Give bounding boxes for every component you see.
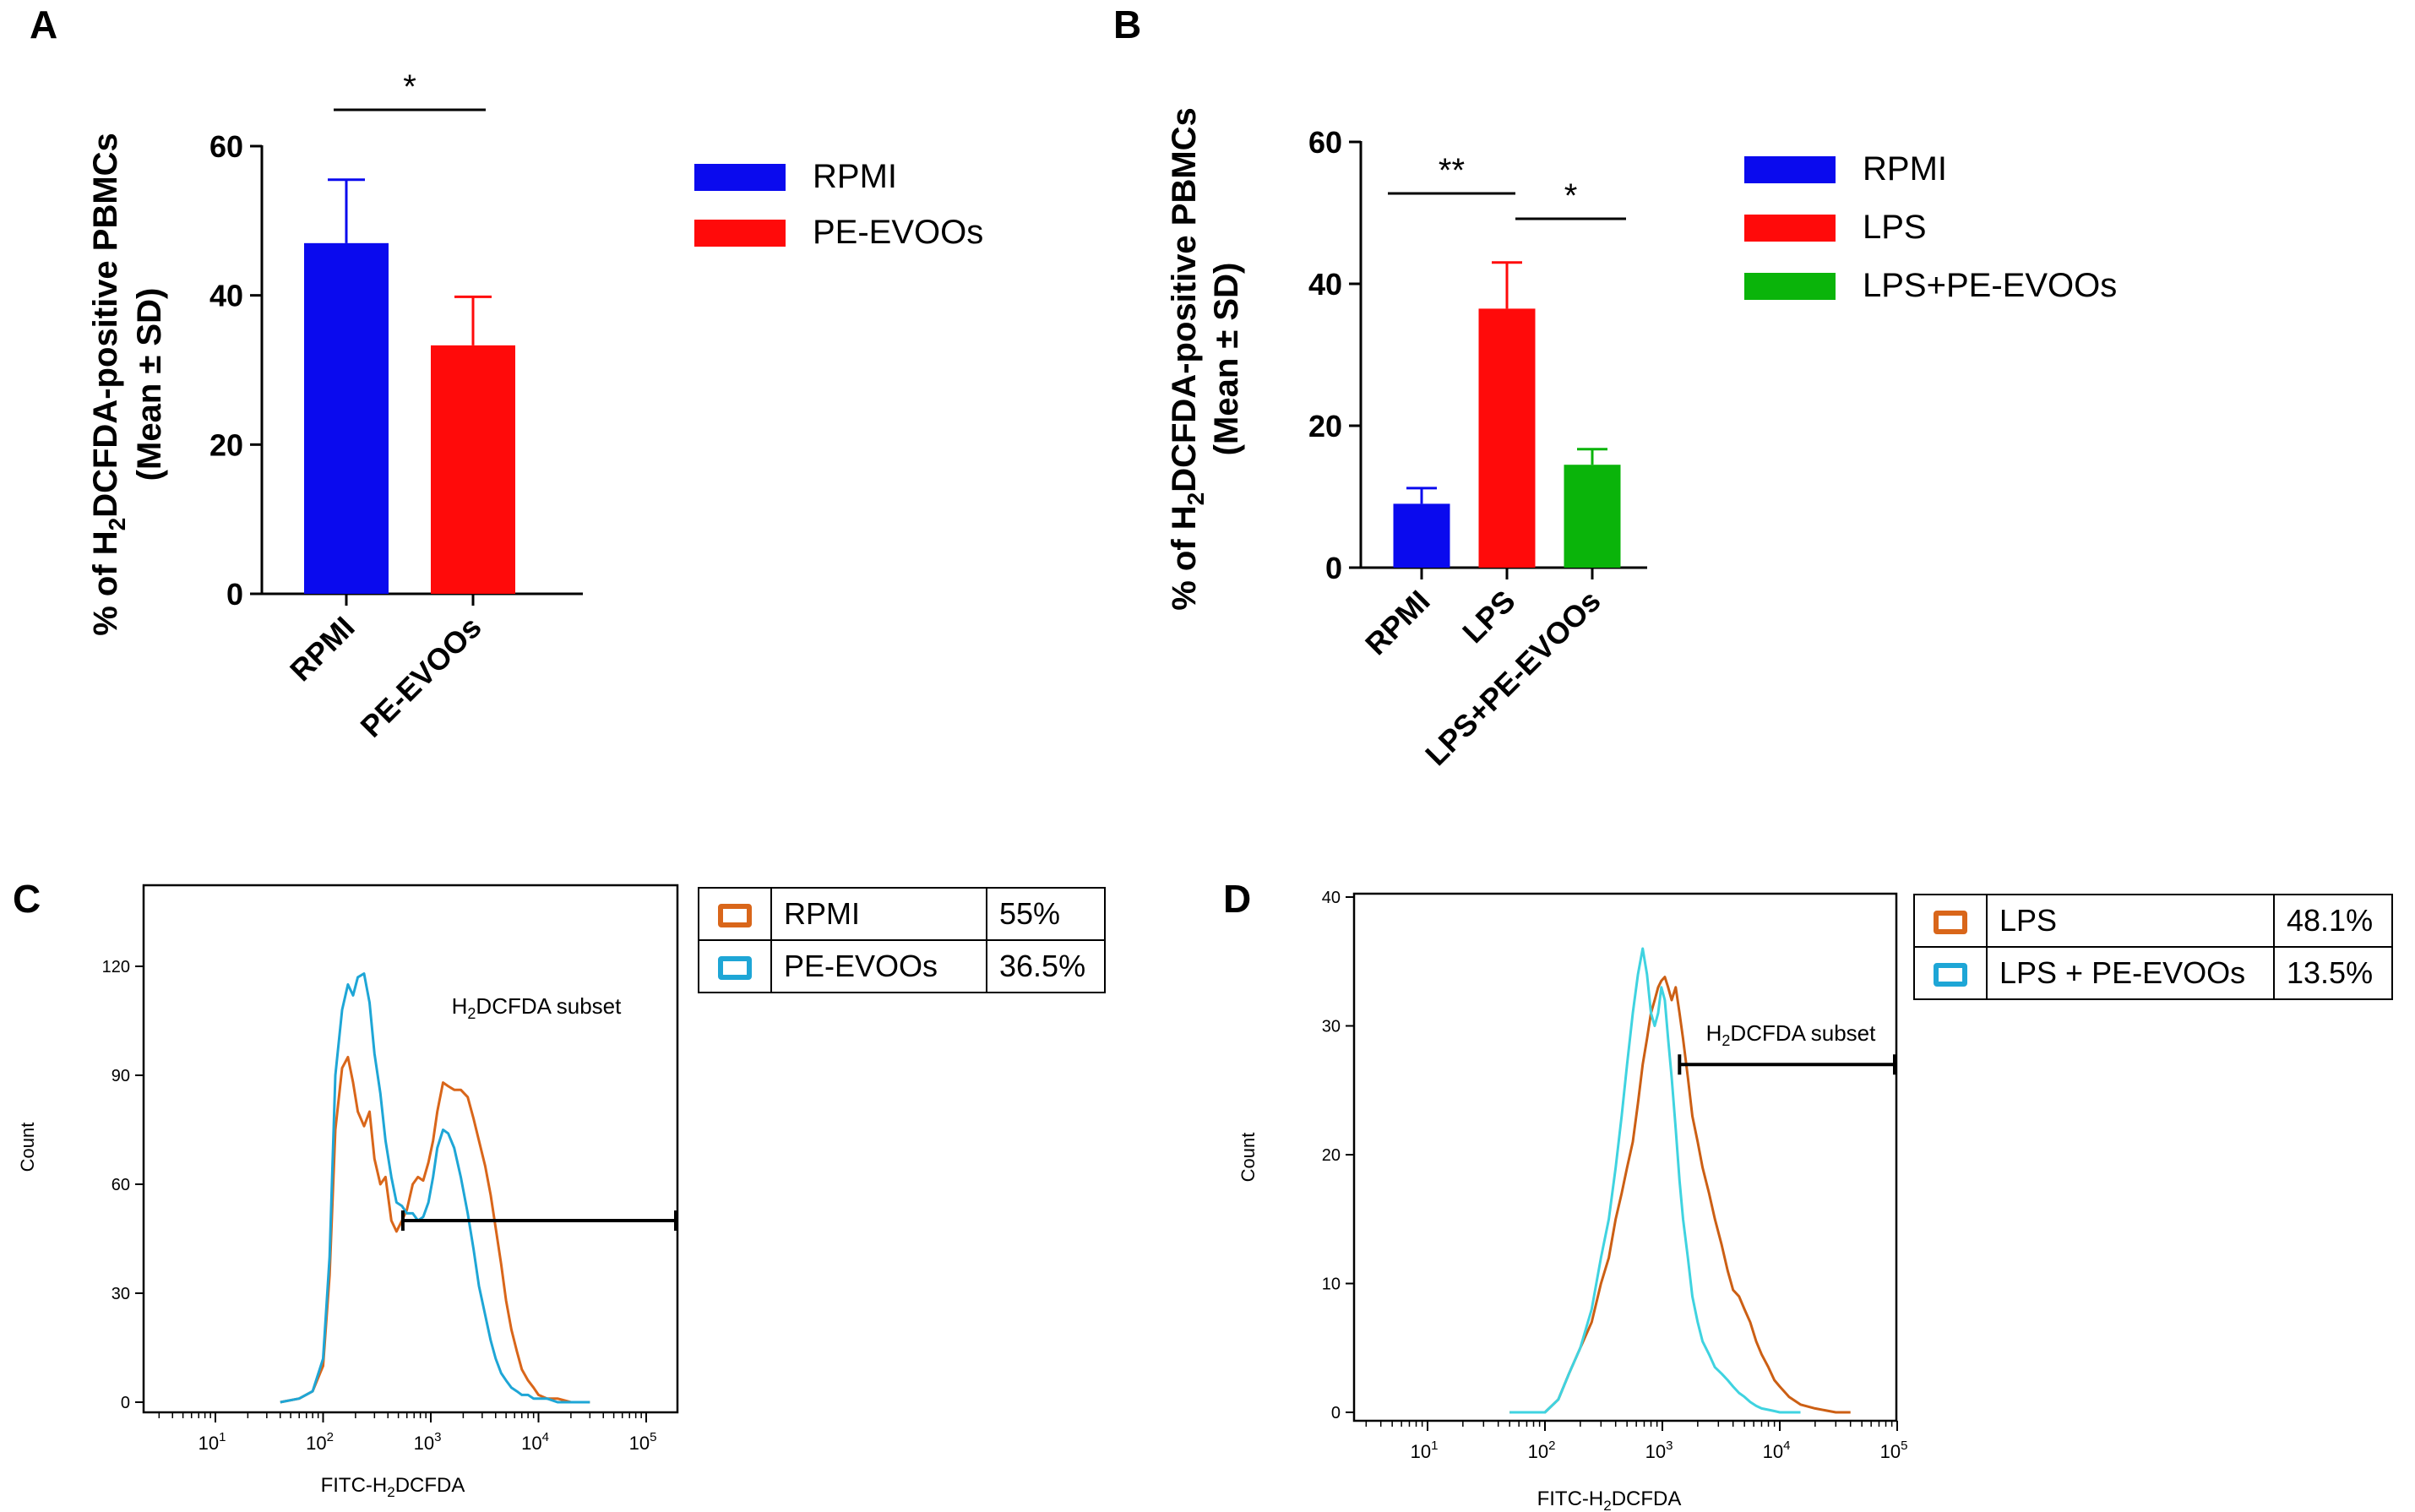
- panel-a-x-tick-label: PE-EVOOs: [354, 610, 488, 744]
- panel-label-b: B: [1113, 3, 1141, 46]
- panel-d-ylabel: Count: [1237, 1133, 1259, 1183]
- panel-d-y-tick-label: 30: [1322, 1018, 1341, 1036]
- panel-c-legend-value: 36.5%: [986, 939, 1106, 993]
- panel-b-bar-lps-pe-evoos: [1564, 465, 1621, 568]
- panel-d-x-tick-label: 102: [1528, 1439, 1556, 1462]
- panel-c-curve-pe-evoos: [280, 972, 590, 1404]
- panel-b-y-tick-label: 60: [1308, 125, 1342, 160]
- panel-b-legend-label: LPS+PE-EVOOs: [1863, 267, 2117, 304]
- panel-a-x-tick-label: RPMI: [283, 610, 362, 688]
- panel-c-x-tick-label: 101: [199, 1430, 226, 1454]
- panel-c-legend-swatch-rpmi: [718, 904, 752, 928]
- panel-d-y-tick-label: 0: [1331, 1404, 1341, 1422]
- panel-c-y-tick-label: 60: [112, 1176, 130, 1194]
- panel-d-legend-table: LPS 48.1% LPS + PE-EVOOs 13.5%: [1913, 894, 2393, 1000]
- panel-a-legend-swatch: [694, 220, 786, 247]
- panel-d-legend-swatch-lps: [1934, 911, 1967, 935]
- panel-label-a: A: [30, 3, 57, 46]
- panel-d-xlabel: FITC-H2DCFDA: [1537, 1488, 1682, 1512]
- panel-b-bar-rpmi: [1393, 503, 1450, 568]
- panel-a-legend-label: RPMI: [813, 158, 897, 195]
- panel-label-c: C: [13, 877, 41, 921]
- panel-c-x-tick-label: 105: [629, 1430, 657, 1454]
- panel-b-legend-swatch: [1744, 156, 1836, 183]
- panel-a-y-tick-label: 40: [209, 279, 243, 313]
- panel-d-histogram: Count FITC-H2DCFDA 0 10 20 30 40 101 102 103 104…: [1237, 889, 1907, 1512]
- panel-b-bar-lps: [1478, 308, 1536, 568]
- panel-a-bar-rpmi: [304, 242, 389, 594]
- panel-a-significance-label: *: [403, 68, 416, 106]
- panel-a-legend-swatch: [694, 164, 786, 191]
- panel-b-y-tick-label: 40: [1308, 267, 1342, 302]
- panel-label-d: D: [1223, 877, 1251, 921]
- panel-c-xlabel: FITC-H2DCFDA: [321, 1474, 465, 1500]
- panel-d-x-tick-label: 101: [1411, 1439, 1439, 1462]
- panel-c-histogram: Count FITC-H2DCFDA 0 30 60 90 120 101 102 103 10…: [17, 884, 679, 1500]
- panel-c-legend-row: PE-EVOOs 36.5%: [698, 939, 1106, 993]
- panel-d-legend-label: LPS: [1986, 894, 2275, 948]
- panel-d-x-tick-label: 104: [1763, 1439, 1791, 1462]
- panel-d-y-tick-label: 10: [1322, 1275, 1341, 1294]
- panel-d-legend-label: LPS + PE-EVOOs: [1986, 946, 2275, 1000]
- panel-c-legend-table: RPMI 55% PE-EVOOs 36.5%: [698, 887, 1106, 993]
- panel-d-y-tick-label: 40: [1322, 889, 1341, 907]
- panel-c-legend-value: 55%: [986, 887, 1106, 941]
- panel-b-significance-label: **: [1439, 152, 1465, 189]
- panel-b-significance-label: *: [1564, 177, 1578, 215]
- panel-d-legend-value: 48.1%: [2273, 894, 2393, 948]
- panel-d-curve-lps: [1509, 976, 1851, 1414]
- panel-b-bar-chart: % of H2DCFDA-positive PBMCs (Mean ± SD) …: [1166, 107, 2117, 772]
- panel-d-x-tick-label: 103: [1645, 1439, 1673, 1462]
- panel-b-y-tick-label: 20: [1308, 409, 1342, 443]
- panel-c-x-tick-label: 102: [306, 1430, 334, 1454]
- panel-d-plot-frame: [1352, 892, 1898, 1422]
- panel-d-x-tick-label: 105: [1880, 1439, 1908, 1462]
- panel-a-y-tick-label: 0: [226, 577, 243, 612]
- panel-a-ylabel: % of H2DCFDA-positive PBMCs: [87, 133, 130, 636]
- panel-a-y-tick-label: 60: [209, 129, 243, 164]
- panel-a-legend-label: PE-EVOOs: [813, 214, 983, 251]
- panel-c-y-tick-label: 0: [121, 1394, 130, 1412]
- panel-c-y-tick-label: 30: [112, 1285, 130, 1303]
- panel-c-x-tick-label: 104: [521, 1430, 549, 1454]
- panel-c-gate-label: H2DCFDA subset: [452, 993, 623, 1022]
- panel-d-curve-lps-pe-evoos: [1509, 947, 1801, 1414]
- panel-c-legend-label: RPMI: [770, 887, 987, 941]
- panel-a-bar-pe-evoos: [431, 345, 515, 594]
- panel-b-ylabel: % of H2DCFDA-positive PBMCs: [1166, 107, 1209, 611]
- panel-b-legend-swatch: [1744, 215, 1836, 242]
- panel-c-legend-label: PE-EVOOs: [770, 939, 987, 993]
- panel-b-x-tick-label: RPMI: [1358, 584, 1437, 662]
- panel-d-legend-row: LPS + PE-EVOOs 13.5%: [1913, 946, 2393, 1000]
- panel-c-y-tick-label: 90: [112, 1067, 130, 1085]
- panel-d-gate-label: H2DCFDA subset: [1706, 1020, 1877, 1049]
- panel-d-legend-row: LPS 48.1%: [1913, 894, 2393, 948]
- panel-d-legend-value: 13.5%: [2273, 946, 2393, 1000]
- panel-b-y-tick-label: 0: [1325, 551, 1342, 585]
- panel-b-legend-label: RPMI: [1863, 150, 1947, 188]
- panel-b-legend-swatch: [1744, 273, 1836, 300]
- panel-d-legend-swatch-lps-pe-evoos: [1934, 963, 1967, 987]
- panel-c-x-tick-label: 103: [414, 1430, 442, 1454]
- panel-a-y-tick-label: 20: [209, 427, 243, 462]
- panel-c-plot-frame: [142, 884, 679, 1414]
- panel-b-legend-label: LPS: [1863, 209, 1927, 246]
- panel-a-bar-chart: % of H2DCFDA-positive PBMCs (Mean ± SD) …: [87, 68, 983, 744]
- panel-c-y-tick-label: 120: [102, 958, 130, 976]
- panel-a-ylabel-line2: (Mean ± SD): [131, 288, 168, 481]
- panel-b-ylabel-line2: (Mean ± SD): [1208, 263, 1245, 456]
- panel-d-y-tick-label: 20: [1322, 1146, 1341, 1165]
- panel-c-legend-row: RPMI 55%: [698, 887, 1106, 941]
- panel-c-ylabel: Count: [17, 1123, 38, 1172]
- panel-c-curve-rpmi: [280, 1056, 590, 1404]
- panel-b-x-tick-label: LPS: [1455, 584, 1521, 650]
- panel-c-legend-swatch-pe-evoos: [718, 956, 752, 981]
